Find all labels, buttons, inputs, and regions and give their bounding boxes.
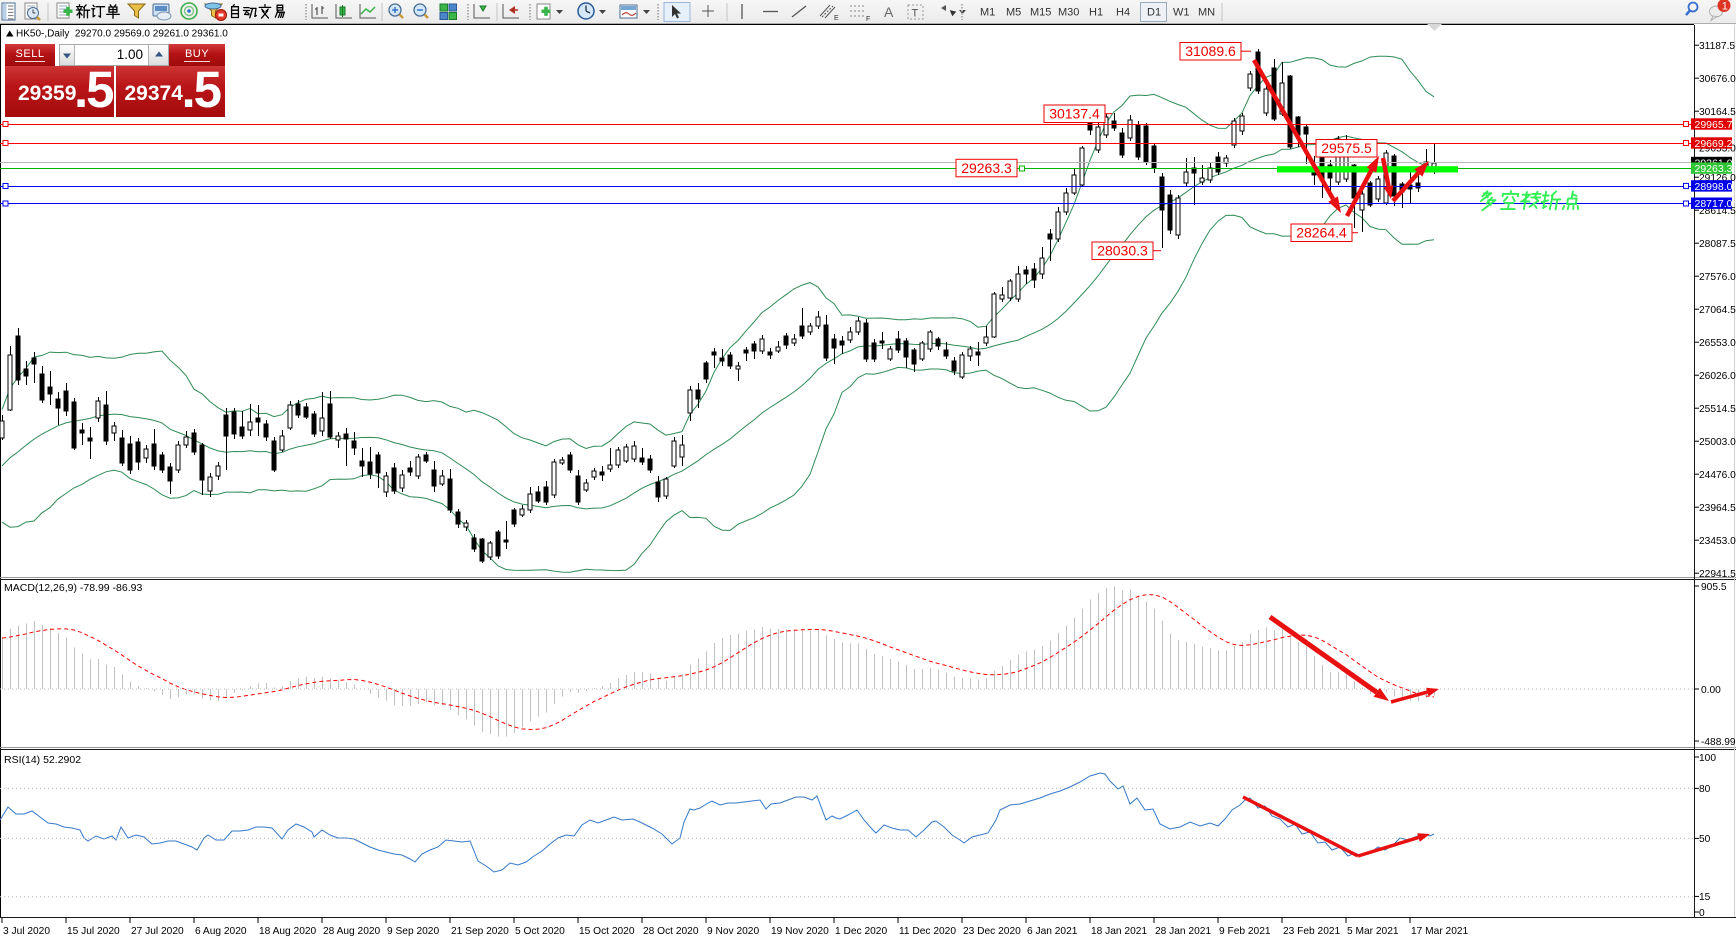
- svg-text:H4: H4: [1116, 7, 1130, 19]
- svg-text:A: A: [884, 4, 894, 20]
- svg-text:29965.7: 29965.7: [1695, 119, 1733, 131]
- svg-text:15 Jul 2020: 15 Jul 2020: [67, 926, 120, 937]
- svg-text:28087.5: 28087.5: [1699, 239, 1736, 250]
- svg-text:5 Oct 2020: 5 Oct 2020: [515, 926, 565, 937]
- svg-text:26553.0: 26553.0: [1699, 338, 1736, 349]
- svg-text:23 Dec 2020: 23 Dec 2020: [963, 926, 1021, 937]
- svg-text:W1: W1: [1173, 7, 1190, 19]
- svg-text:15 Oct 2020: 15 Oct 2020: [579, 926, 635, 937]
- svg-text:MN: MN: [1198, 7, 1215, 19]
- svg-text:19 Nov 2020: 19 Nov 2020: [771, 926, 829, 937]
- svg-text:23453.0: 23453.0: [1699, 536, 1736, 547]
- svg-text:M5: M5: [1006, 7, 1021, 19]
- svg-text:0.00: 0.00: [1701, 685, 1721, 696]
- svg-text:28 Jan 2021: 28 Jan 2021: [1155, 926, 1211, 937]
- svg-text:28 Oct 2020: 28 Oct 2020: [643, 926, 699, 937]
- svg-text:905.5: 905.5: [1701, 582, 1727, 593]
- svg-text:1 Dec 2020: 1 Dec 2020: [835, 926, 887, 937]
- svg-text:29653.0: 29653.0: [1699, 143, 1736, 154]
- svg-text:29126.0: 29126.0: [1699, 173, 1736, 184]
- svg-text:18 Jan 2021: 18 Jan 2021: [1091, 926, 1147, 937]
- svg-text:100: 100: [1699, 753, 1716, 764]
- svg-text:M15: M15: [1030, 7, 1051, 19]
- svg-text:25003.0: 25003.0: [1699, 437, 1736, 448]
- svg-text:29263.3: 29263.3: [1695, 163, 1733, 175]
- svg-text:25514.5: 25514.5: [1699, 404, 1736, 415]
- svg-text:22941.5: 22941.5: [1699, 569, 1736, 580]
- svg-text:11 Dec 2020: 11 Dec 2020: [899, 926, 956, 937]
- svg-text:T: T: [912, 8, 919, 20]
- svg-text:28614.5: 28614.5: [1699, 206, 1736, 217]
- svg-text:D1: D1: [1147, 7, 1161, 19]
- svg-text:MACD(12,26,9) -78.99 -86.93: MACD(12,26,9) -78.99 -86.93: [4, 582, 142, 594]
- svg-text:18 Aug 2020: 18 Aug 2020: [259, 926, 317, 937]
- svg-text:3 Jul 2020: 3 Jul 2020: [3, 926, 50, 937]
- svg-text:9 Sep 2020: 9 Sep 2020: [387, 926, 439, 937]
- svg-text:6 Jan 2021: 6 Jan 2021: [1027, 926, 1078, 937]
- svg-text:28717.0: 28717.0: [1695, 198, 1733, 210]
- svg-text:6 Aug 2020: 6 Aug 2020: [195, 926, 247, 937]
- svg-text:0: 0: [1699, 908, 1705, 919]
- svg-text:27064.5: 27064.5: [1699, 305, 1736, 316]
- svg-text:80: 80: [1699, 784, 1711, 795]
- svg-text:29263.3: 29263.3: [961, 160, 1012, 176]
- svg-text:9 Feb 2021: 9 Feb 2021: [1219, 926, 1271, 937]
- svg-text:1: 1: [1722, 1, 1728, 13]
- svg-text:21 Sep 2020: 21 Sep 2020: [451, 926, 509, 937]
- svg-text:30164.5: 30164.5: [1699, 107, 1736, 118]
- svg-text:H1: H1: [1089, 7, 1103, 19]
- svg-text:31089.6: 31089.6: [1185, 43, 1236, 59]
- svg-text:30676.0: 30676.0: [1699, 74, 1736, 85]
- svg-text:31187.5: 31187.5: [1699, 41, 1735, 52]
- svg-text:M1: M1: [980, 7, 995, 19]
- svg-text:M30: M30: [1058, 7, 1079, 19]
- svg-text:28 Aug 2020: 28 Aug 2020: [323, 926, 381, 937]
- svg-text:17 Mar 2021: 17 Mar 2021: [1411, 926, 1469, 937]
- svg-text:15: 15: [1699, 892, 1711, 903]
- svg-text:50: 50: [1699, 834, 1711, 845]
- svg-text:29575.5: 29575.5: [1321, 140, 1372, 156]
- svg-text:23 Feb 2021: 23 Feb 2021: [1283, 926, 1341, 937]
- svg-text:23964.5: 23964.5: [1699, 503, 1736, 514]
- svg-text:E: E: [834, 15, 839, 22]
- svg-text:F: F: [866, 16, 870, 23]
- svg-text:28264.4: 28264.4: [1296, 225, 1347, 241]
- svg-text:5 Mar 2021: 5 Mar 2021: [1347, 926, 1399, 937]
- svg-text:28030.3: 28030.3: [1097, 243, 1148, 259]
- svg-text:28998.0: 28998.0: [1695, 181, 1733, 193]
- svg-text:30137.4: 30137.4: [1049, 106, 1100, 122]
- svg-text:RSI(14) 52.2902: RSI(14) 52.2902: [4, 754, 81, 766]
- svg-text:-488.99: -488.99: [1701, 737, 1736, 748]
- svg-text:24476.0: 24476.0: [1699, 470, 1736, 481]
- svg-text:27576.0: 27576.0: [1699, 272, 1736, 283]
- svg-text:HK50-,Daily 29270.0 29569.0 2: HK50-,Daily 29270.0 29569.0 29261.0 2936…: [16, 29, 228, 40]
- svg-text:26026.0: 26026.0: [1699, 371, 1736, 382]
- svg-text:29669.2: 29669.2: [1695, 138, 1733, 150]
- svg-text:9 Nov 2020: 9 Nov 2020: [707, 926, 759, 937]
- svg-text:27 Jul 2020: 27 Jul 2020: [131, 926, 184, 937]
